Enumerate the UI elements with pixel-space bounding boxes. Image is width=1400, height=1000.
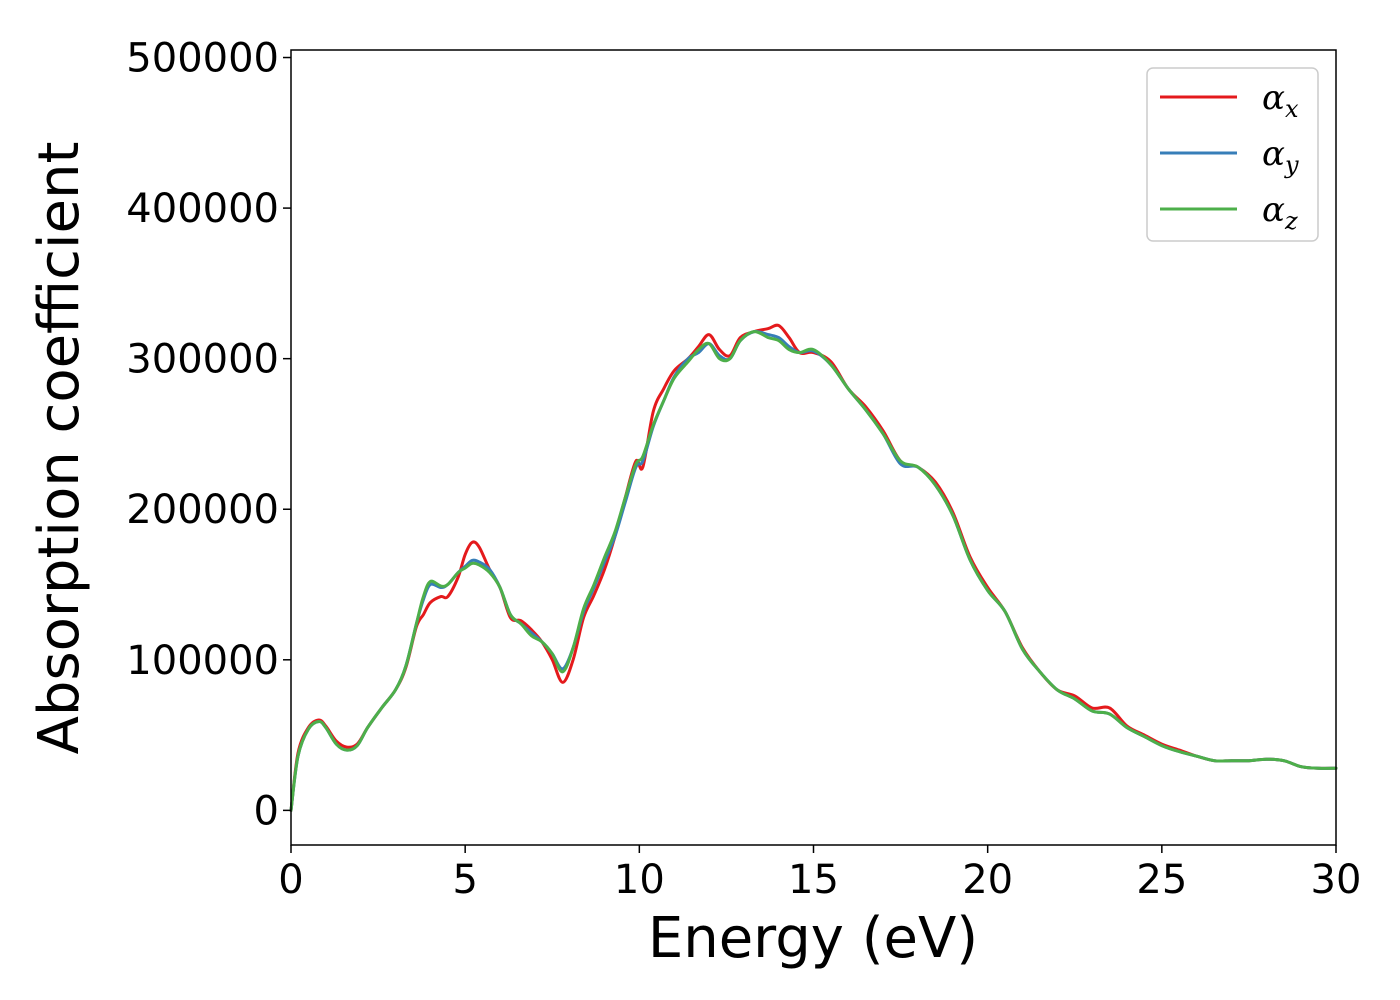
legend-label-z: αz	[1262, 190, 1298, 235]
y-tick-label: 500000	[126, 36, 279, 82]
series-line-alpha-x	[289, 323, 1338, 812]
x-tick-label: 30	[1311, 857, 1362, 903]
series-line-alpha-y	[289, 329, 1338, 812]
y-axis-title: Absorption coefficient	[27, 142, 92, 755]
y-tick-label: 0	[254, 788, 279, 834]
x-axis-title: Energy (eV)	[648, 906, 978, 971]
x-axis: 0 5 10 15 20 25 30	[278, 845, 1361, 903]
x-tick-label: 20	[962, 857, 1013, 903]
x-tick-label: 0	[278, 857, 303, 903]
x-tick-label: 15	[788, 857, 839, 903]
series-layer	[289, 323, 1338, 812]
y-tick-label: 100000	[126, 638, 279, 684]
x-tick-label: 5	[452, 857, 477, 903]
x-tick-label: 25	[1136, 857, 1187, 903]
y-axis: 0 100000 200000 300000 400000 500000	[126, 36, 291, 834]
series-line-alpha-z	[289, 330, 1338, 812]
x-tick-label: 10	[614, 857, 665, 903]
y-tick-label: 400000	[126, 186, 279, 232]
y-tick-label: 200000	[126, 487, 279, 533]
y-tick-label: 300000	[126, 337, 279, 383]
